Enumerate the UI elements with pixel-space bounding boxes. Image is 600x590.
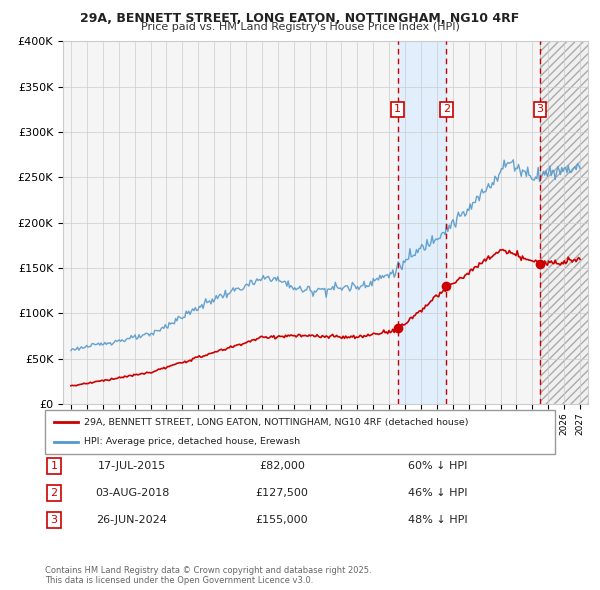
Text: 03-AUG-2018: 03-AUG-2018 <box>95 489 169 498</box>
Text: 29A, BENNETT STREET, LONG EATON, NOTTINGHAM, NG10 4RF (detached house): 29A, BENNETT STREET, LONG EATON, NOTTING… <box>84 418 469 427</box>
Text: HPI: Average price, detached house, Erewash: HPI: Average price, detached house, Erew… <box>84 437 300 447</box>
Text: £127,500: £127,500 <box>256 489 308 498</box>
Text: 2: 2 <box>443 104 450 114</box>
Text: 1: 1 <box>50 461 58 471</box>
Text: Contains HM Land Registry data © Crown copyright and database right 2025.
This d: Contains HM Land Registry data © Crown c… <box>45 566 371 585</box>
Bar <box>398 41 446 404</box>
Text: 60% ↓ HPI: 60% ↓ HPI <box>408 461 467 471</box>
Text: £82,000: £82,000 <box>259 461 305 471</box>
Text: 3: 3 <box>50 516 58 525</box>
Text: 2: 2 <box>50 489 58 498</box>
Text: 46% ↓ HPI: 46% ↓ HPI <box>408 489 467 498</box>
Text: 17-JUL-2015: 17-JUL-2015 <box>98 461 166 471</box>
Text: 3: 3 <box>536 104 544 114</box>
Text: 26-JUN-2024: 26-JUN-2024 <box>97 516 167 525</box>
Text: 29A, BENNETT STREET, LONG EATON, NOTTINGHAM, NG10 4RF: 29A, BENNETT STREET, LONG EATON, NOTTING… <box>80 12 520 25</box>
Text: £155,000: £155,000 <box>256 516 308 525</box>
Text: Price paid vs. HM Land Registry's House Price Index (HPI): Price paid vs. HM Land Registry's House … <box>140 22 460 32</box>
Text: 48% ↓ HPI: 48% ↓ HPI <box>408 516 467 525</box>
Text: 1: 1 <box>394 104 401 114</box>
Bar <box>540 41 588 404</box>
